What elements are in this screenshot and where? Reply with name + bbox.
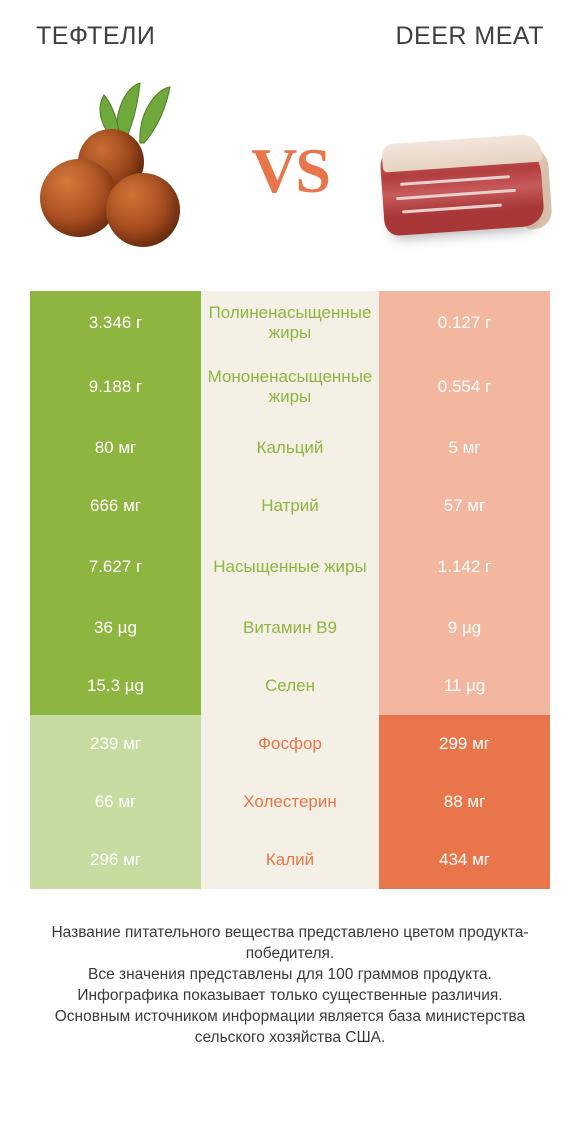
table-row: 80 мгКальций5 мг bbox=[30, 419, 550, 477]
nutrient-label-cell: Мононенасыщенные жиры bbox=[201, 355, 379, 419]
right-value-cell: 1.142 г bbox=[379, 535, 550, 599]
nutrient-label-cell: Полиненасыщенные жиры bbox=[201, 291, 379, 355]
footnote-line: Все значения представлены для 100 граммо… bbox=[30, 965, 550, 986]
nutrient-label-cell: Витамин B9 bbox=[201, 599, 379, 657]
footnote-line: Основным источником информации является … bbox=[30, 1007, 550, 1049]
right-value-cell: 9 µg bbox=[379, 599, 550, 657]
left-value-cell: 7.627 г bbox=[30, 535, 201, 599]
nutrient-label-cell: Селен bbox=[201, 657, 379, 715]
header: ТЕФТЕЛИ DEER MEAT bbox=[0, 0, 580, 61]
left-value-cell: 66 мг bbox=[30, 773, 201, 831]
right-value-cell: 0.554 г bbox=[379, 355, 550, 419]
table-row: 239 мгФосфор299 мг bbox=[30, 715, 550, 773]
right-value-cell: 11 µg bbox=[379, 657, 550, 715]
table-row: 15.3 µgСелен11 µg bbox=[30, 657, 550, 715]
right-food-illustration bbox=[372, 81, 552, 261]
right-food-title: DEER MEAT bbox=[396, 22, 545, 51]
nutrient-label-cell: Натрий bbox=[201, 477, 379, 535]
right-value-cell: 57 мг bbox=[379, 477, 550, 535]
table-row: 36 µgВитамин B99 µg bbox=[30, 599, 550, 657]
left-value-cell: 666 мг bbox=[30, 477, 201, 535]
nutrient-label-cell: Кальций bbox=[201, 419, 379, 477]
right-value-cell: 0.127 г bbox=[379, 291, 550, 355]
nutrient-label-cell: Фосфор bbox=[201, 715, 379, 773]
right-value-cell: 434 мг bbox=[379, 831, 550, 889]
table-row: 666 мгНатрий57 мг bbox=[30, 477, 550, 535]
table-row: 9.188 гМононенасыщенные жиры0.554 г bbox=[30, 355, 550, 419]
left-value-cell: 80 мг bbox=[30, 419, 201, 477]
table-row: 296 мгКалий434 мг bbox=[30, 831, 550, 889]
right-value-cell: 5 мг bbox=[379, 419, 550, 477]
footnote: Название питательного вещества представл… bbox=[30, 923, 550, 1049]
right-value-cell: 88 мг bbox=[379, 773, 550, 831]
footnote-line: Название питательного вещества представл… bbox=[30, 923, 550, 965]
left-food-illustration bbox=[28, 81, 208, 261]
comparison-table: 3.346 гПолиненасыщенные жиры0.127 г9.188… bbox=[30, 291, 550, 889]
nutrient-label-cell: Холестерин bbox=[201, 773, 379, 831]
nutrient-label-cell: Насыщенные жиры bbox=[201, 535, 379, 599]
table-row: 3.346 гПолиненасыщенные жиры0.127 г bbox=[30, 291, 550, 355]
table-row: 66 мгХолестерин88 мг bbox=[30, 773, 550, 831]
right-value-cell: 299 мг bbox=[379, 715, 550, 773]
left-value-cell: 3.346 г bbox=[30, 291, 201, 355]
left-value-cell: 15.3 µg bbox=[30, 657, 201, 715]
table-row: 7.627 гНасыщенные жиры1.142 г bbox=[30, 535, 550, 599]
footnote-line: Инфографика показывает только существенн… bbox=[30, 986, 550, 1007]
left-value-cell: 36 µg bbox=[30, 599, 201, 657]
left-value-cell: 296 мг bbox=[30, 831, 201, 889]
vs-label: VS bbox=[251, 134, 329, 208]
left-value-cell: 239 мг bbox=[30, 715, 201, 773]
nutrient-label-cell: Калий bbox=[201, 831, 379, 889]
left-value-cell: 9.188 г bbox=[30, 355, 201, 419]
left-food-title: ТЕФТЕЛИ bbox=[36, 22, 155, 51]
hero-row: VS bbox=[0, 61, 580, 291]
